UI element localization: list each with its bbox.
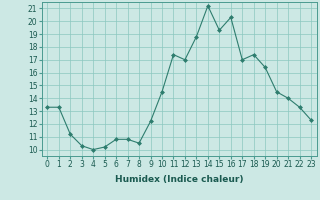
X-axis label: Humidex (Indice chaleur): Humidex (Indice chaleur) <box>115 175 244 184</box>
